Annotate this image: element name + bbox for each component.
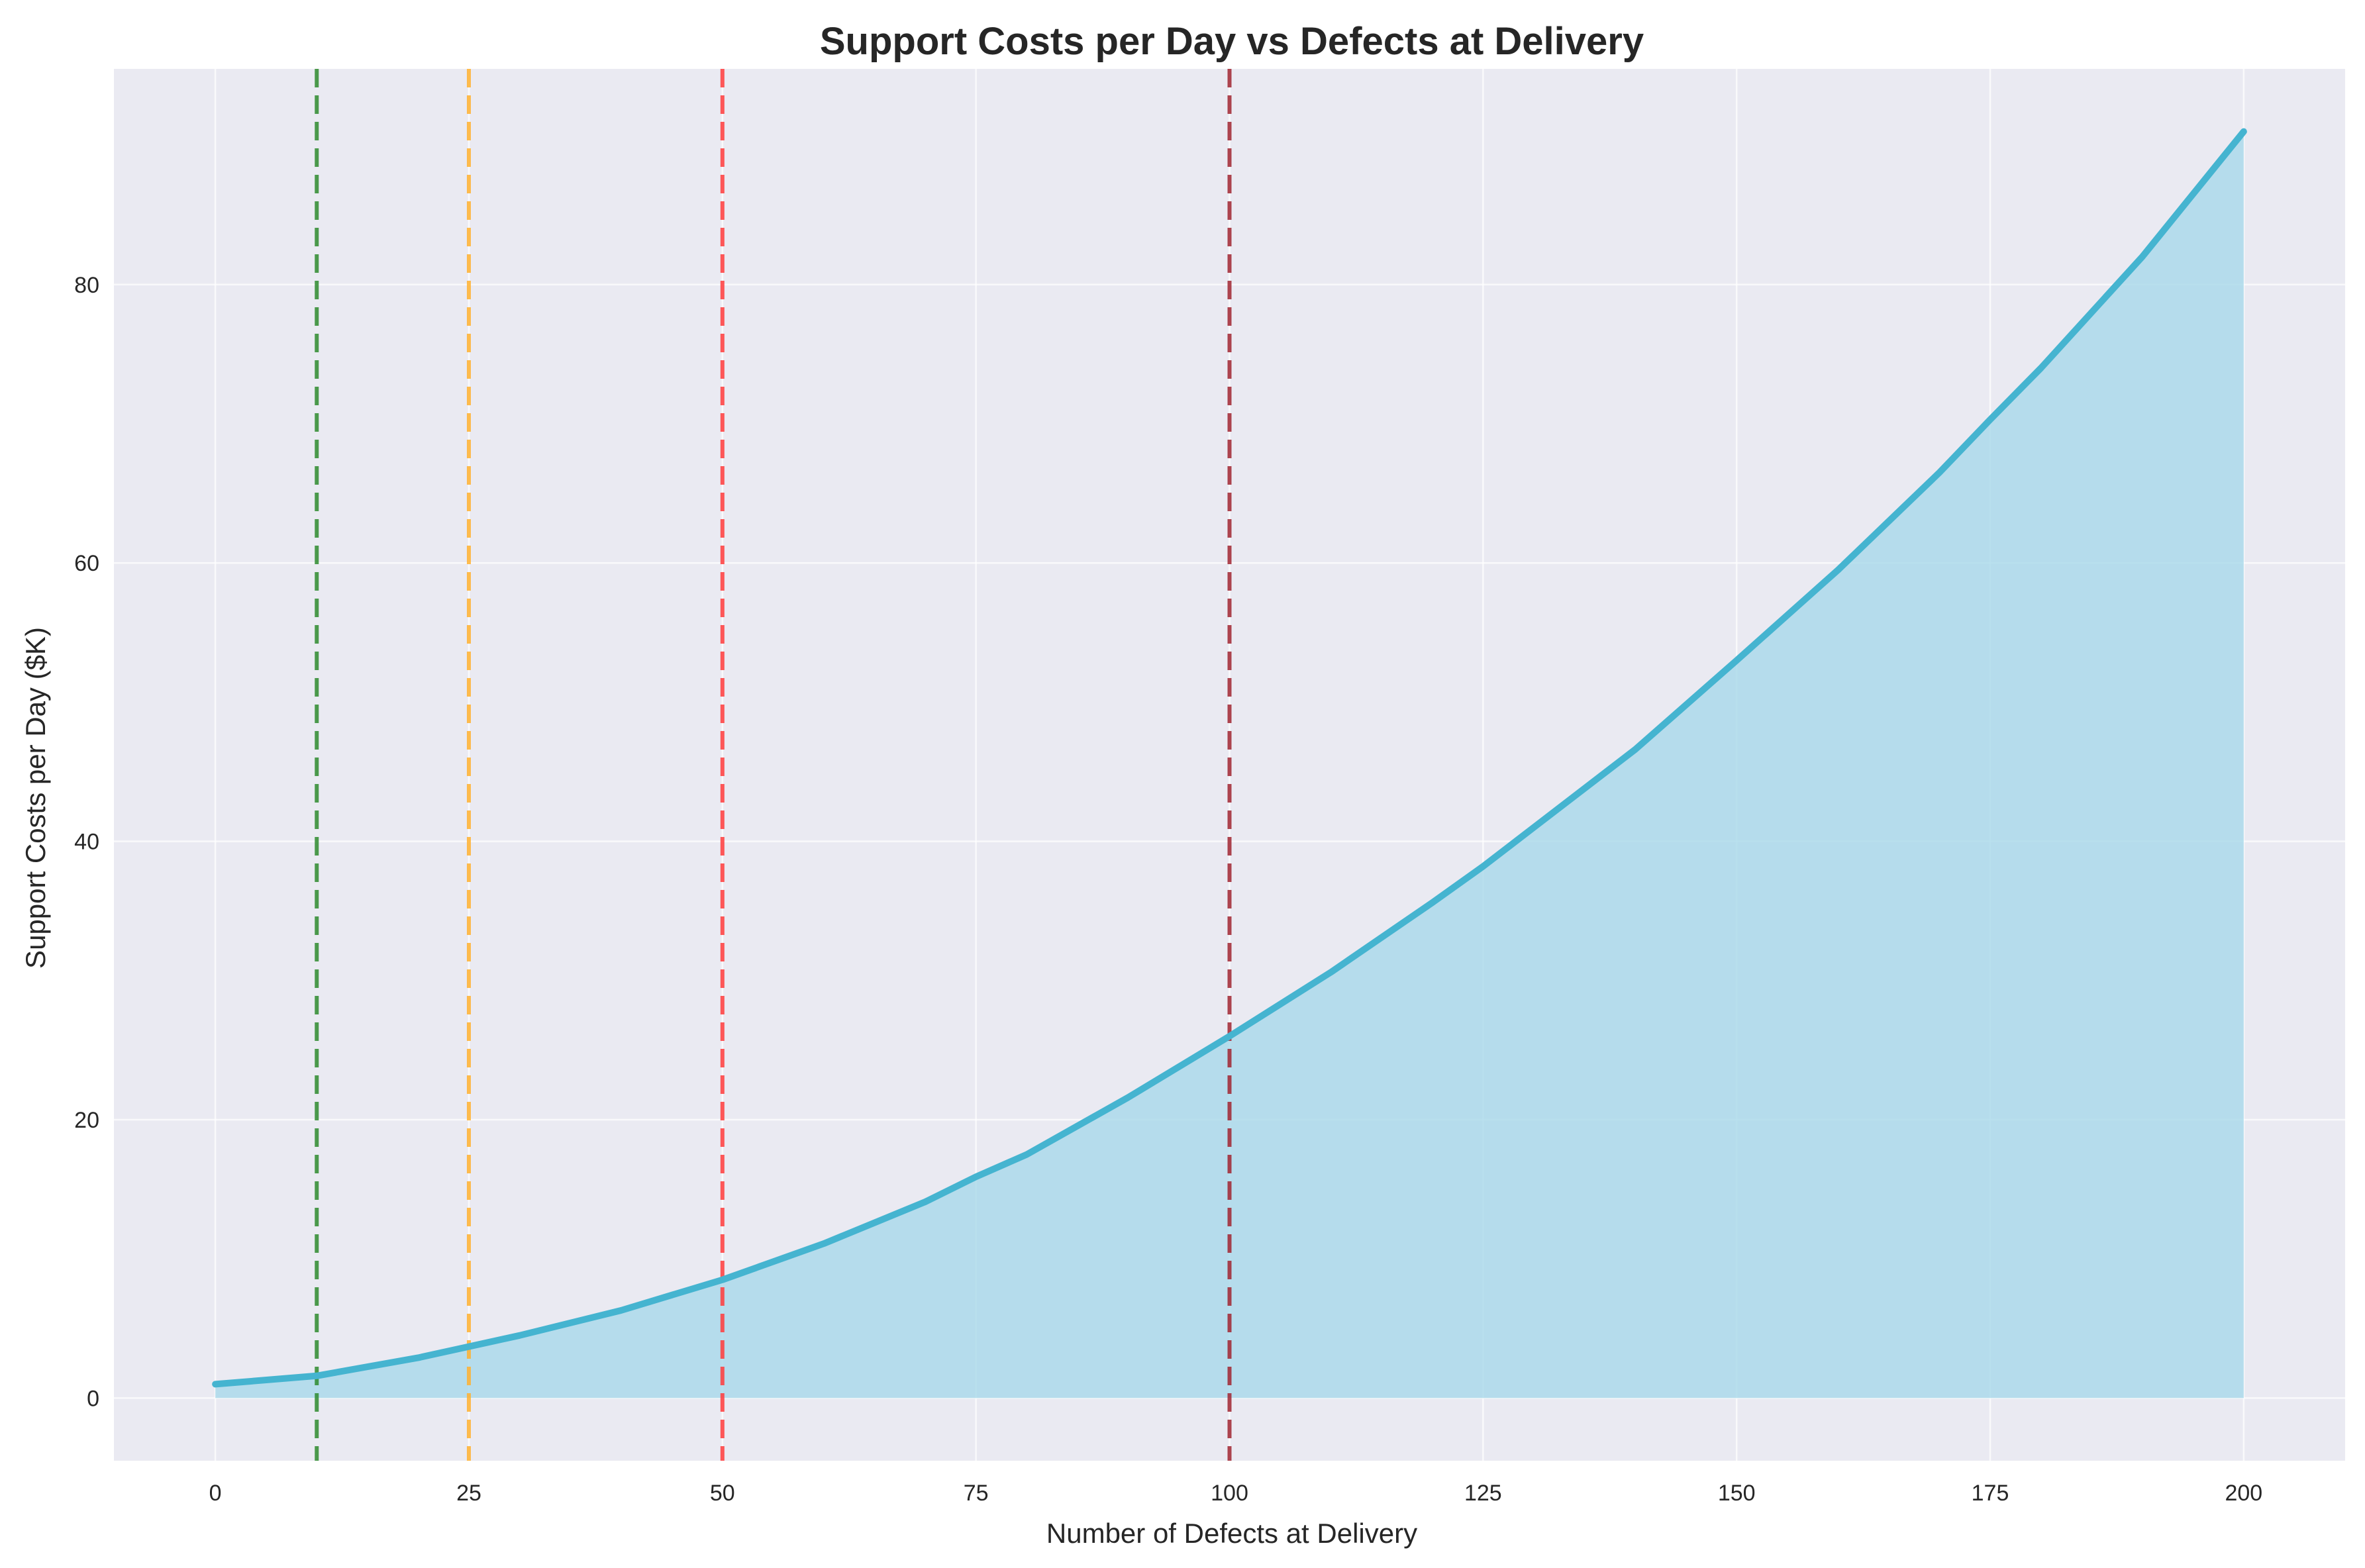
y-tick-label: 60 <box>74 551 99 576</box>
series-area-fill <box>215 131 2244 1398</box>
y-axis-label: Support Costs per Day ($K) <box>20 627 51 969</box>
x-tick-label: 200 <box>2225 1481 2262 1506</box>
series-lines <box>212 128 2247 1388</box>
x-tick-label: 25 <box>456 1481 481 1506</box>
area-layer <box>215 131 2244 1398</box>
y-tick-label: 40 <box>74 830 99 855</box>
x-tick-label: 125 <box>1464 1481 1502 1506</box>
y-tick-label: 80 <box>74 273 99 298</box>
x-tick-label: 0 <box>209 1481 222 1506</box>
x-tick-label: 50 <box>710 1481 735 1506</box>
chart-title: Support Costs per Day vs Defects at Deli… <box>820 20 1644 63</box>
x-tick-label: 175 <box>1972 1481 2009 1506</box>
y-tick-labels: 0 20 40 60 80 <box>74 273 99 1412</box>
series-line <box>212 128 2247 1388</box>
x-axis-label: Number of Defects at Delivery <box>1046 1518 1417 1549</box>
y-tick-label: 0 <box>87 1386 99 1411</box>
y-tick-label: 20 <box>74 1108 99 1133</box>
x-tick-label: 100 <box>1211 1481 1248 1506</box>
x-tick-label: 150 <box>1718 1481 1756 1506</box>
reference-lines <box>315 69 1232 1461</box>
x-tick-label: 75 <box>964 1481 989 1506</box>
x-tick-labels: 0 25 50 75 100 125 150 175 200 <box>209 1481 2263 1506</box>
